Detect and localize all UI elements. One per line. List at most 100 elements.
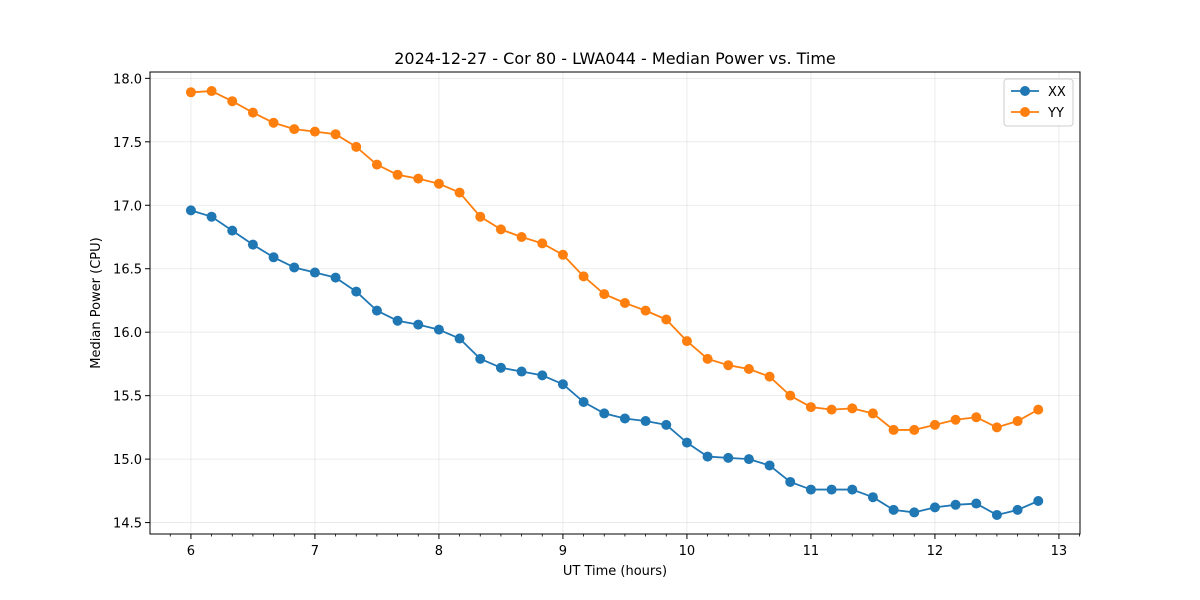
data-point-xx	[847, 484, 858, 495]
data-point-yy	[392, 169, 403, 180]
data-point-yy	[888, 424, 899, 435]
data-point-xx	[330, 272, 341, 283]
data-point-yy	[847, 403, 858, 414]
data-point-xx	[392, 315, 403, 326]
x-tick-label: 6	[187, 544, 195, 559]
data-point-yy	[661, 314, 672, 325]
data-point-xx	[537, 370, 548, 381]
data-point-xx	[764, 460, 775, 471]
y-tick-label: 16.5	[113, 263, 142, 278]
data-point-yy	[371, 159, 382, 170]
data-point-xx	[227, 225, 238, 236]
data-point-yy	[909, 424, 920, 435]
x-tick-label: 11	[803, 544, 820, 559]
data-point-xx	[909, 507, 920, 518]
data-point-xx	[640, 416, 651, 427]
grid	[150, 72, 1080, 534]
data-point-yy	[805, 402, 816, 413]
legend-label-yy: YY	[1047, 106, 1064, 121]
x-tick-label: 8	[435, 544, 443, 559]
data-point-xx	[805, 484, 816, 495]
data-point-xx	[702, 451, 713, 462]
data-point-yy	[702, 353, 713, 364]
axes: 6 7 8 9 10 11 12 13 14.5 15.0 15.5 16.0 16.5 17.0 17.5…	[113, 72, 1080, 559]
data-point-yy	[599, 289, 610, 300]
data-point-yy	[785, 390, 796, 401]
data-point-yy	[1012, 416, 1023, 427]
x-tick-label: 13	[1051, 544, 1068, 559]
data-point-yy	[227, 96, 238, 107]
data-point-xx	[185, 205, 196, 216]
data-point-xx	[557, 379, 568, 390]
plot-area-frame	[149, 71, 1081, 535]
x-axis-label: UT Time (hours)	[563, 564, 667, 579]
x-tick-label: 9	[559, 544, 567, 559]
data-point-yy	[557, 249, 568, 260]
data-point-xx	[681, 437, 692, 448]
data-point-yy	[268, 117, 279, 128]
data-point-xx	[351, 286, 362, 297]
data-point-yy	[247, 107, 258, 118]
data-point-xx	[495, 362, 506, 373]
data-point-xx	[661, 419, 672, 430]
series-yy	[185, 86, 1044, 435]
y-tick-label: 18.0	[113, 72, 142, 87]
data-point-xx	[268, 252, 279, 263]
y-tick-label: 14.5	[113, 517, 142, 532]
legend-label-xx: XX	[1048, 85, 1066, 100]
data-point-yy	[206, 86, 217, 97]
data-point-yy	[764, 371, 775, 382]
data-point-yy	[413, 173, 424, 184]
data-point-xx	[826, 484, 837, 495]
data-point-yy	[867, 408, 878, 419]
data-point-yy	[640, 305, 651, 316]
data-point-yy	[309, 126, 320, 137]
data-point-xx	[1033, 496, 1044, 506]
data-point-yy	[991, 422, 1002, 433]
data-point-yy	[578, 271, 589, 282]
data-point-yy	[433, 178, 444, 189]
data-point-xx	[619, 413, 630, 424]
data-point-xx	[785, 476, 796, 487]
data-point-xx	[433, 324, 444, 335]
data-point-xx	[413, 319, 424, 330]
data-point-yy	[681, 336, 692, 347]
data-point-yy	[971, 412, 982, 423]
data-point-yy	[929, 419, 940, 430]
data-point-xx	[929, 502, 940, 513]
legend-marker-xx	[1020, 86, 1030, 96]
data-point-yy	[330, 129, 341, 140]
data-point-yy	[743, 364, 754, 374]
data-point-xx	[723, 452, 734, 463]
series-group	[185, 86, 1044, 520]
data-point-xx	[371, 305, 382, 316]
series-xx	[185, 205, 1044, 520]
legend-marker-yy	[1020, 107, 1030, 117]
data-point-xx	[516, 366, 527, 377]
data-point-xx	[289, 262, 300, 273]
data-point-xx	[206, 211, 217, 222]
data-point-yy	[723, 360, 734, 371]
y-axis-label: Median Power (CPU)	[89, 237, 104, 368]
data-point-yy	[950, 414, 961, 425]
data-point-xx	[743, 454, 754, 465]
data-point-yy	[495, 224, 506, 235]
data-point-xx	[578, 397, 589, 407]
data-point-yy	[475, 211, 486, 222]
data-point-yy	[351, 141, 362, 152]
chart-title: 2024-12-27 - Cor 80 - LWA044 - Median Po…	[394, 49, 836, 68]
data-point-xx	[599, 408, 610, 419]
data-point-yy	[619, 298, 630, 308]
data-point-xx	[867, 492, 878, 503]
x-tick-label: 10	[679, 544, 696, 559]
data-point-xx	[991, 509, 1002, 520]
x-tick-label: 7	[311, 544, 319, 559]
data-point-xx	[888, 504, 899, 515]
data-point-yy	[537, 238, 548, 249]
y-tick-label: 17.5	[113, 136, 142, 151]
y-tick-label: 17.0	[113, 199, 142, 214]
data-point-xx	[454, 333, 465, 344]
data-point-xx	[475, 353, 486, 364]
data-point-xx	[950, 499, 961, 510]
